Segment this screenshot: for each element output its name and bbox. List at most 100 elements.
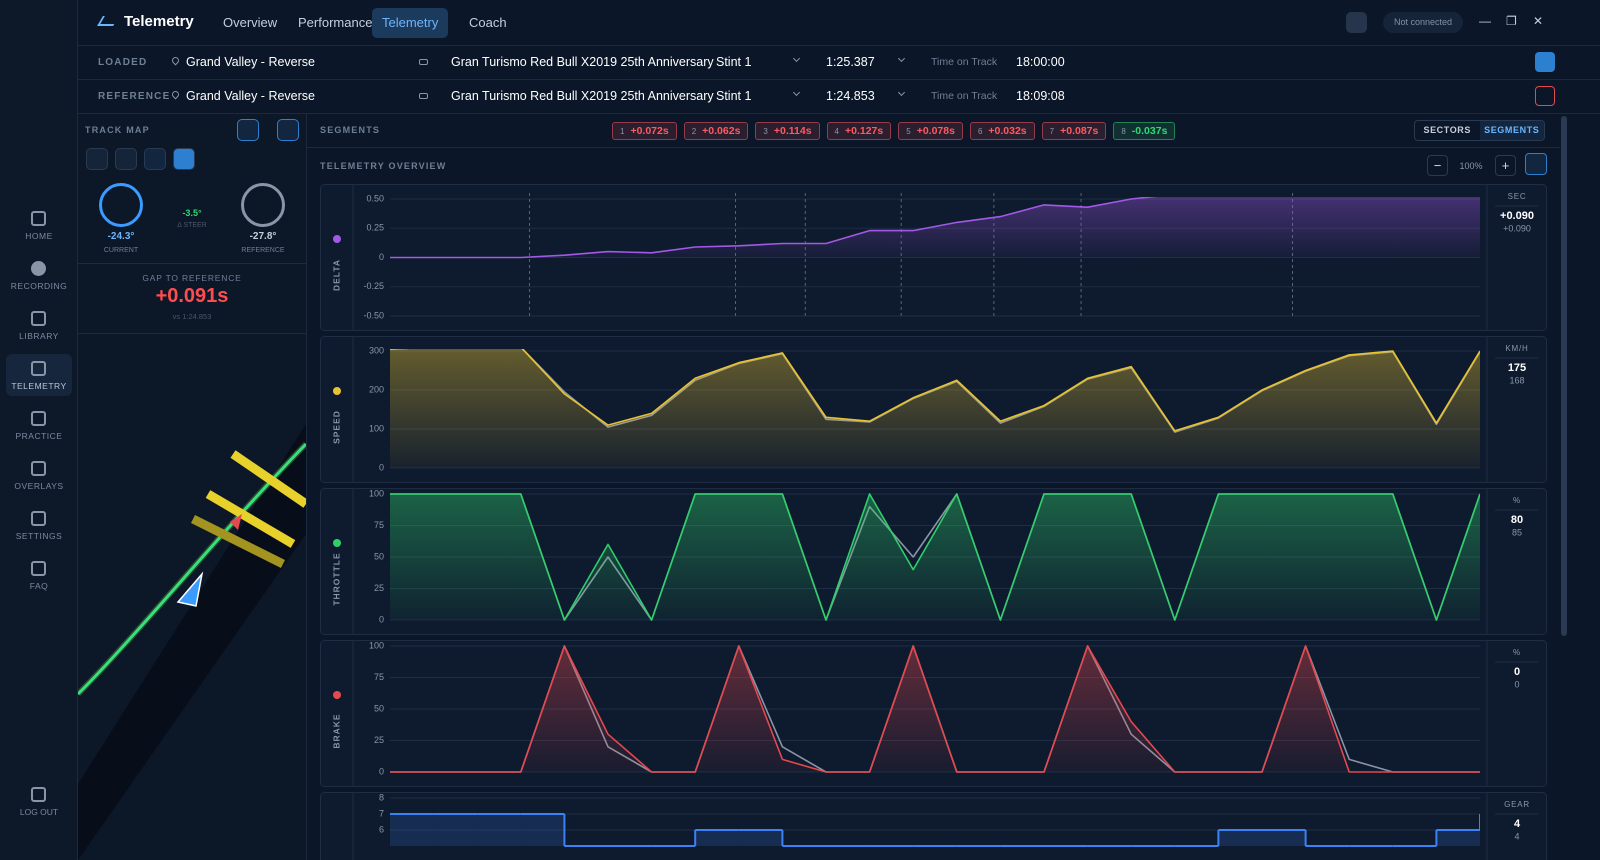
segment-chip[interactable]: 2 +0.062s (683, 122, 749, 140)
current-car (176, 571, 204, 607)
zoom-in[interactable]: + (1495, 155, 1516, 176)
connection-status: Not connected (1383, 12, 1463, 33)
segment-chip[interactable]: 8 -0.037s (1113, 122, 1176, 140)
nav-item[interactable]: LIBRARY (19, 331, 59, 341)
y-tick-label: 75 (374, 520, 384, 530)
current-value: 80 (1511, 514, 1523, 526)
gear-area (520, 814, 565, 846)
segment-chip[interactable]: 1 +0.072s (612, 122, 677, 140)
series-area (390, 349, 1480, 468)
segment-delta: +0.032s (988, 125, 1027, 137)
lap-time[interactable]: 1:25.387 (826, 55, 875, 69)
brake-zones (190, 450, 306, 569)
sync-button[interactable] (1535, 52, 1555, 72)
lap-time[interactable]: 1:24.853 (826, 89, 875, 103)
zoom-button[interactable] (86, 148, 108, 170)
chart-label: SPEED (331, 410, 341, 444)
gear-area (695, 830, 739, 846)
camera-button[interactable] (1346, 12, 1367, 33)
segment-number: 1 (620, 126, 625, 136)
reset-zoom[interactable] (1525, 153, 1547, 175)
track-name[interactable]: Grand Valley - Reverse (186, 89, 315, 103)
gear-area (390, 814, 434, 846)
time-label: Time on Track (931, 56, 998, 68)
track-name[interactable]: Grand Valley - Reverse (186, 55, 315, 69)
y-tick-label: 0.50 (366, 193, 384, 203)
zoom-button[interactable] (173, 148, 195, 170)
series-dot (333, 691, 341, 699)
segment-chip[interactable]: 4 +0.127s (826, 122, 892, 140)
segment-delta: +0.127s (844, 125, 884, 137)
tab[interactable]: Performance (298, 15, 373, 30)
nav-icon (31, 211, 46, 226)
reference-row (78, 80, 1600, 114)
nav-icon (31, 787, 46, 802)
steer-delta: -3.5° (182, 208, 202, 218)
map-button[interactable] (277, 119, 299, 141)
y-tick-label: 0 (379, 462, 384, 472)
nav-item[interactable]: FAQ (29, 581, 49, 591)
nav-icon (31, 261, 46, 276)
window-control[interactable]: ✕ (1533, 14, 1544, 28)
nav-item[interactable]: OVERLAYS (14, 481, 64, 491)
zoom-button[interactable] (115, 148, 137, 170)
session-role: LOADED (98, 57, 148, 68)
segment-delta: +0.114s (773, 125, 812, 137)
series (390, 197, 1480, 259)
map-button[interactable] (237, 119, 259, 141)
segment-chip[interactable]: 5 +0.078s (898, 122, 963, 140)
nav-icon (31, 361, 46, 376)
segment-number: 6 (977, 126, 983, 136)
nav-item[interactable]: HOME (25, 231, 53, 241)
nav-item[interactable]: SETTINGS (15, 531, 63, 541)
scrollbar (1561, 116, 1567, 636)
time-label: Time on Track (931, 90, 998, 102)
nav-item[interactable]: RECORDING (10, 281, 68, 291)
segment-chip[interactable]: 7 +0.087s (1041, 122, 1107, 140)
car-name[interactable]: Gran Turismo Red Bull X2019 25th Anniver… (451, 89, 714, 103)
zoom-out[interactable]: − (1427, 155, 1448, 176)
series-dot (333, 387, 341, 395)
steer-current-label: CURRENT (103, 247, 139, 254)
panel-title: TRACK MAP (85, 125, 150, 135)
stint[interactable]: Stint 1 (716, 55, 752, 69)
stint[interactable]: Stint 1 (716, 89, 752, 103)
series (390, 349, 1480, 468)
loaded-row (78, 46, 1600, 80)
segment-chip[interactable]: 3 +0.114s (755, 122, 820, 140)
session-role: REFERENCE (98, 91, 171, 102)
nav-icon (31, 411, 46, 426)
telemetry-charts: DELTA 0.50 0.25 0 -0.25 -0.50 SEC +0.090+0.090 S… (320, 184, 1547, 860)
y-tick-label: 8 (379, 792, 384, 802)
steer-current: -24.3° (107, 231, 135, 242)
value-unit: KM/H (1505, 344, 1528, 353)
logout[interactable]: LOG OUT (19, 807, 59, 817)
segment-chip[interactable]: 6 +0.032s (969, 122, 1035, 140)
car-icon (419, 59, 428, 65)
tab[interactable]: Overview (223, 15, 278, 30)
nav-icon (31, 461, 46, 476)
remove-reference[interactable] (1535, 86, 1555, 106)
segment-number: 4 (834, 126, 839, 136)
segment-delta: +0.062s (702, 125, 741, 137)
window-control[interactable]: — (1479, 14, 1491, 28)
zoom-level: 100% (1459, 161, 1483, 171)
mode-option[interactable]: SECTORS (1423, 125, 1472, 135)
segment-number: 5 (906, 126, 911, 136)
current-value: 175 (1508, 362, 1526, 374)
nav-item[interactable]: TELEMETRY (11, 381, 67, 391)
car-name[interactable]: Gran Turismo Red Bull X2019 25th Anniver… (451, 55, 714, 69)
series-line (390, 197, 1158, 259)
value-unit: SEC (1508, 192, 1527, 201)
tab[interactable]: Telemetry (372, 8, 449, 38)
y-tick-label: -0.25 (363, 281, 384, 291)
mode-toggle: SECTORS SEGMENTS (1414, 120, 1545, 141)
tab[interactable]: Coach (469, 15, 507, 30)
nav-item[interactable]: PRACTICE (15, 431, 63, 441)
gear-area (477, 814, 521, 846)
window-control[interactable]: ❐ (1506, 14, 1517, 28)
steer-reference-label: REFERENCE (241, 247, 285, 254)
mode-option[interactable]: SEGMENTS (1479, 121, 1544, 140)
zoom-button[interactable] (144, 148, 166, 170)
